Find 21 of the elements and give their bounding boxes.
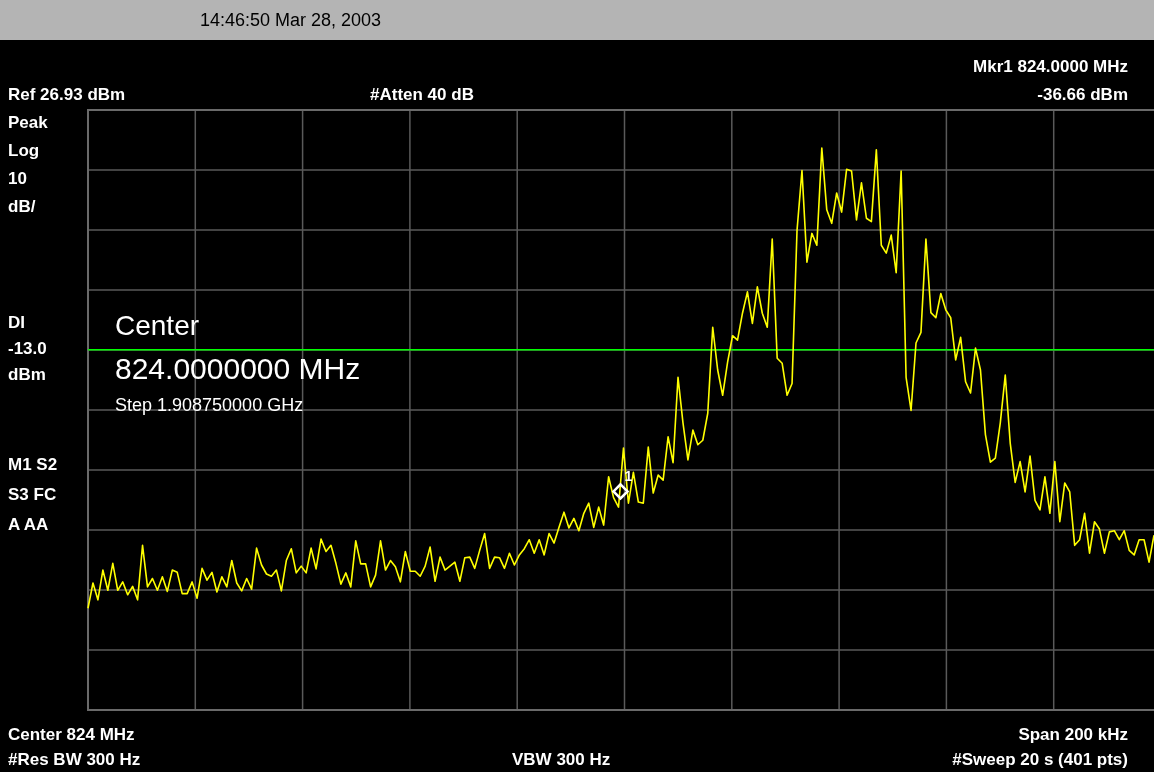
- text: dB/: [8, 197, 36, 216]
- text: 10: [8, 169, 27, 188]
- text: #Sweep 20 s (401 pts): [952, 750, 1128, 769]
- text: Log: [8, 141, 40, 160]
- text: S3 FC: [8, 485, 57, 504]
- text: Mkr1 824.0000 MHz: [973, 57, 1128, 76]
- text: A AA: [8, 515, 49, 534]
- text: VBW 300 Hz: [512, 750, 611, 769]
- text: M1 S2: [8, 455, 58, 474]
- annotation: 824.0000000 MHz: [115, 352, 361, 385]
- text: #Atten 40 dB: [370, 85, 474, 104]
- annotation: Center: [115, 310, 200, 341]
- text: #Res BW 300 Hz: [8, 750, 141, 769]
- chart-subtitle: 14:46:50 Mar 28, 2003: [200, 10, 382, 30]
- annotation: Step 1.908750000 GHz: [115, 395, 304, 415]
- text: Peak: [8, 113, 49, 132]
- ref-line-label: DI -13.0 dBm: [8, 312, 47, 384]
- text: -36.66 dBm: [1037, 85, 1128, 104]
- text: Center 824 MHz: [8, 725, 135, 744]
- text: Ref 26.93 dBm: [8, 85, 126, 104]
- text: Span 200 kHz: [1018, 725, 1128, 744]
